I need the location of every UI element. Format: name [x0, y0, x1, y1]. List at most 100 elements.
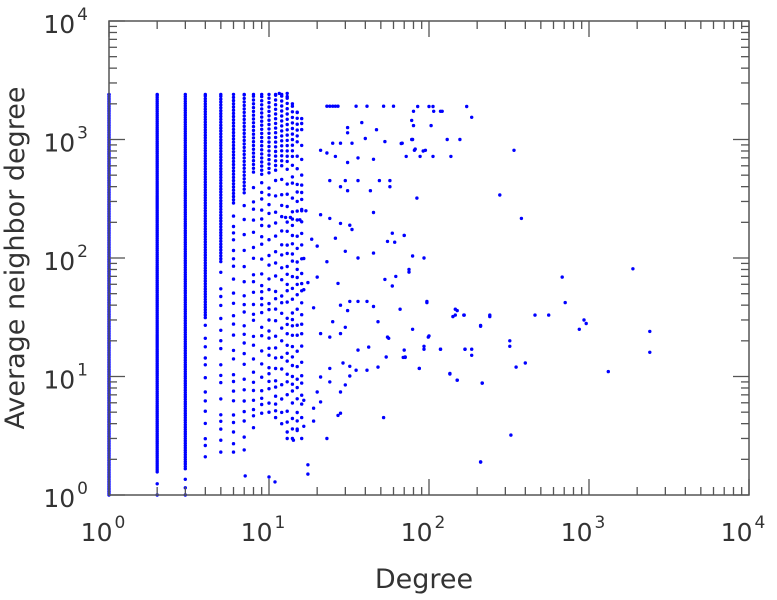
data-point: [231, 156, 236, 160]
data-point: [393, 240, 397, 244]
data-point: [478, 323, 483, 328]
data-point: [203, 110, 207, 114]
data-point: [260, 168, 264, 172]
data-point: [183, 164, 187, 168]
data-point: [298, 218, 302, 222]
data-point: [365, 368, 369, 372]
data-point: [280, 311, 284, 315]
data-point: [356, 256, 360, 260]
data-point: [251, 318, 256, 322]
data-point: [267, 118, 271, 122]
data-point: [242, 152, 246, 157]
data-point: [415, 196, 419, 200]
data-point: [260, 135, 264, 140]
data-point: [242, 351, 246, 356]
data-point: [260, 144, 264, 148]
data-point: [242, 100, 246, 104]
data-point: [310, 237, 314, 241]
data-point: [304, 209, 308, 213]
data-point: [280, 119, 284, 123]
data-point: [267, 127, 271, 131]
data-point: [267, 153, 271, 157]
data-point: [219, 450, 223, 454]
data-point: [311, 406, 316, 410]
data-point: [577, 327, 581, 331]
data-point: [231, 92, 236, 97]
data-point: [267, 410, 271, 414]
data-point: [219, 152, 223, 156]
data-point: [203, 138, 207, 143]
data-point: [267, 307, 271, 312]
data-point: [315, 390, 319, 394]
data-point: [203, 151, 207, 156]
data-point: [251, 370, 256, 374]
data-point: [290, 274, 295, 279]
data-point: [203, 167, 207, 171]
data-point: [260, 235, 264, 239]
data-point: [267, 202, 271, 207]
data-point: [183, 400, 187, 404]
data-point: [290, 416, 295, 421]
data-point: [231, 379, 236, 384]
data-point: [251, 109, 256, 114]
data-point: [302, 398, 306, 402]
data-point: [183, 335, 187, 339]
data-point: [280, 154, 284, 158]
data-point: [290, 311, 295, 315]
data-point: [273, 112, 278, 116]
data-point: [318, 213, 323, 217]
data-point: [260, 334, 264, 338]
data-point: [203, 154, 207, 158]
data-point: [343, 383, 347, 387]
data-point: [203, 216, 207, 221]
data-point: [280, 109, 284, 113]
data-point: [219, 111, 223, 116]
data-point: [398, 307, 402, 311]
data-point: [290, 102, 295, 106]
data-point: [203, 235, 207, 239]
data-point: [251, 121, 256, 125]
data-point: [280, 159, 284, 163]
data-point: [325, 104, 329, 108]
data-point: [295, 190, 299, 194]
data-point: [431, 104, 435, 109]
data-point: [295, 218, 299, 222]
data-point: [242, 399, 246, 403]
data-point: [300, 209, 304, 213]
data-point: [273, 297, 278, 301]
data-point: [219, 106, 223, 110]
data-point: [260, 148, 264, 152]
data-point: [584, 321, 588, 326]
data-point: [267, 318, 271, 322]
data-point: [290, 196, 295, 200]
data-point: [273, 379, 278, 383]
data-point: [219, 236, 223, 241]
data-point: [356, 348, 360, 352]
data-point: [242, 114, 246, 118]
data-point: [280, 243, 284, 247]
data-point: [300, 121, 304, 126]
data-point: [371, 251, 376, 255]
data-point: [383, 277, 387, 282]
data-point: [267, 109, 271, 114]
data-point: [376, 320, 380, 324]
data-point: [219, 213, 223, 217]
data-point: [519, 216, 524, 221]
data-point: [251, 334, 256, 339]
data-point: [295, 410, 299, 415]
data-point: [231, 198, 236, 202]
data-point: [431, 154, 435, 159]
data-point: [231, 178, 236, 183]
data-point: [285, 101, 289, 106]
data-point: [267, 114, 271, 118]
data-point: [300, 402, 304, 406]
data-point: [582, 318, 586, 322]
data-point: [267, 366, 271, 370]
data-point: [417, 366, 421, 371]
data-point: [273, 117, 278, 121]
data-point: [219, 97, 223, 101]
data-point: [219, 187, 223, 191]
data-point: [260, 127, 264, 131]
data-point: [219, 427, 223, 431]
